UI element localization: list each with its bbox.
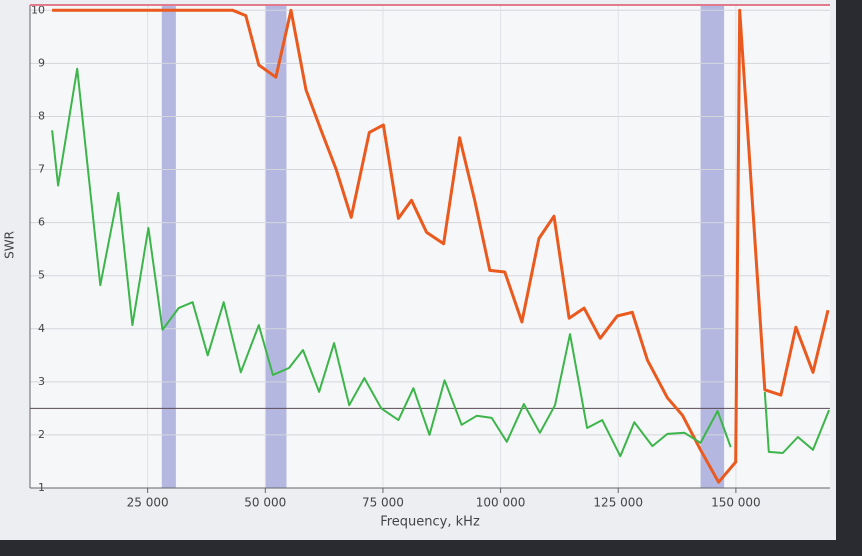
series-line xyxy=(763,391,831,454)
band xyxy=(700,5,725,488)
y-tick-label: 7 xyxy=(38,163,45,176)
y-tick-label: 3 xyxy=(38,375,45,388)
y-tick-label: 4 xyxy=(38,322,45,335)
y-tick-label: 6 xyxy=(38,216,45,229)
series-line xyxy=(52,8,830,484)
y-tick-label: 8 xyxy=(38,109,45,122)
series-line xyxy=(51,67,732,458)
y-tick-label: 9 xyxy=(38,56,45,69)
y-axis-label: SWR xyxy=(3,231,17,259)
y-tick-label: 10 xyxy=(31,3,45,16)
x-axis-label: Frequency, kHz xyxy=(380,515,480,530)
screen-bezel xyxy=(0,540,862,556)
y-tick-label: 5 xyxy=(38,269,45,282)
y-tick-label: 2 xyxy=(38,428,45,441)
screen-bezel xyxy=(836,0,862,556)
band xyxy=(161,5,176,488)
x-tick-label: 125 000 xyxy=(593,496,643,510)
x-tick-label: 25 000 xyxy=(127,496,169,510)
x-tick-label: 100 000 xyxy=(476,496,526,510)
x-tick-label: 75 000 xyxy=(362,496,404,510)
x-tick-label: 150 000 xyxy=(711,496,761,510)
x-tick-label: 50 000 xyxy=(244,496,286,510)
